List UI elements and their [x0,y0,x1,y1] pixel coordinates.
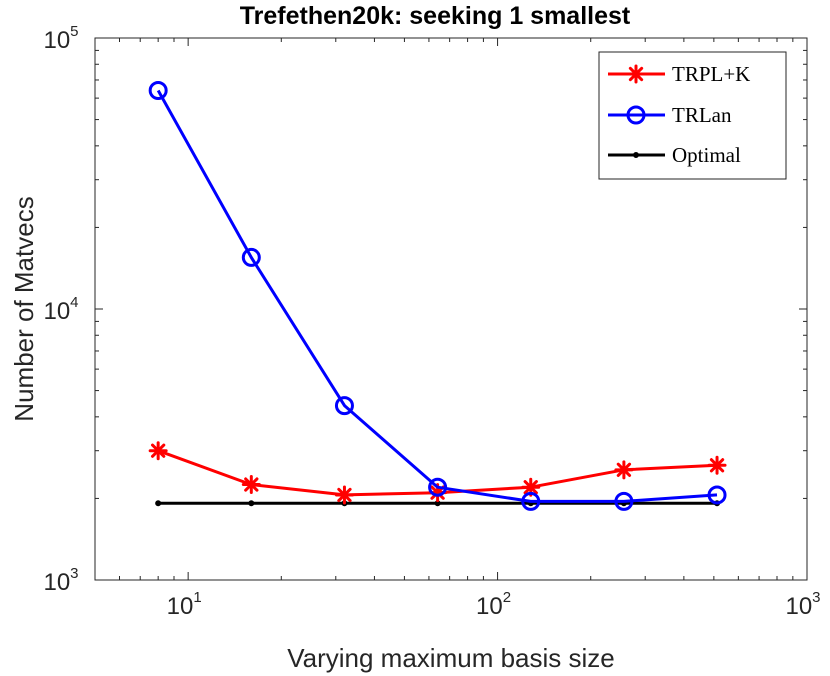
chart-title: Trefethen20k: seeking 1 smallest [240,2,631,30]
asterisk-stroke [709,458,725,473]
series-trlan [148,81,727,511]
x-tick-label: 102 [476,589,511,620]
y-tick-label: 105 [43,23,78,54]
asterisk-stroke [151,443,166,458]
legend: TRPL+K TRLan Optimal [598,51,787,180]
data-point-trpl-k [334,485,354,505]
legend-marker-trlan [626,105,646,125]
asterisk-stroke [523,480,538,495]
data-point-trlan [148,81,168,101]
major-ticks [95,37,808,581]
data-point-trpl-k [148,441,168,461]
legend-label-trpl-k: TRPL+K [672,62,750,86]
legend-label-trlan: TRLan [672,103,732,127]
y-tick-label: 104 [43,294,78,325]
data-point-optimal [248,500,255,507]
data-point-trlan [521,491,541,511]
legend-marker-trpl-k [626,64,646,84]
data-point-optimal [155,500,162,507]
data-point-trpl-k [614,460,634,480]
data-point-trlan [428,477,448,497]
asterisk-stroke [337,487,352,503]
data-point-trlan [614,491,634,511]
y-axis-label: Number of Matvecs [9,196,39,421]
data-point-trlan [334,396,354,416]
y-tick-label: 103 [43,565,78,596]
data-point-trlan [241,247,261,267]
x-tick-label: 103 [785,589,820,620]
data-point-trpl-k [241,475,261,495]
minor-ticks [95,38,807,580]
y-tick-labels: 103 104 105 [43,23,78,596]
legend-marker-optimal [633,152,639,158]
asterisk-stroke [616,462,632,477]
series-group [148,81,727,511]
x-axis-label: Varying maximum basis size [287,643,615,673]
x-tick-label: 101 [167,589,202,620]
series-line-trlan [156,89,718,503]
data-point-trlan [707,485,727,505]
x-tick-labels: 101 102 103 [167,589,821,620]
asterisk-stroke [628,66,644,82]
asterisk-stroke [244,477,259,492]
legend-label-optimal: Optimal [672,143,741,167]
data-point-trpl-k [707,455,727,475]
data-point-trpl-k [521,477,541,497]
